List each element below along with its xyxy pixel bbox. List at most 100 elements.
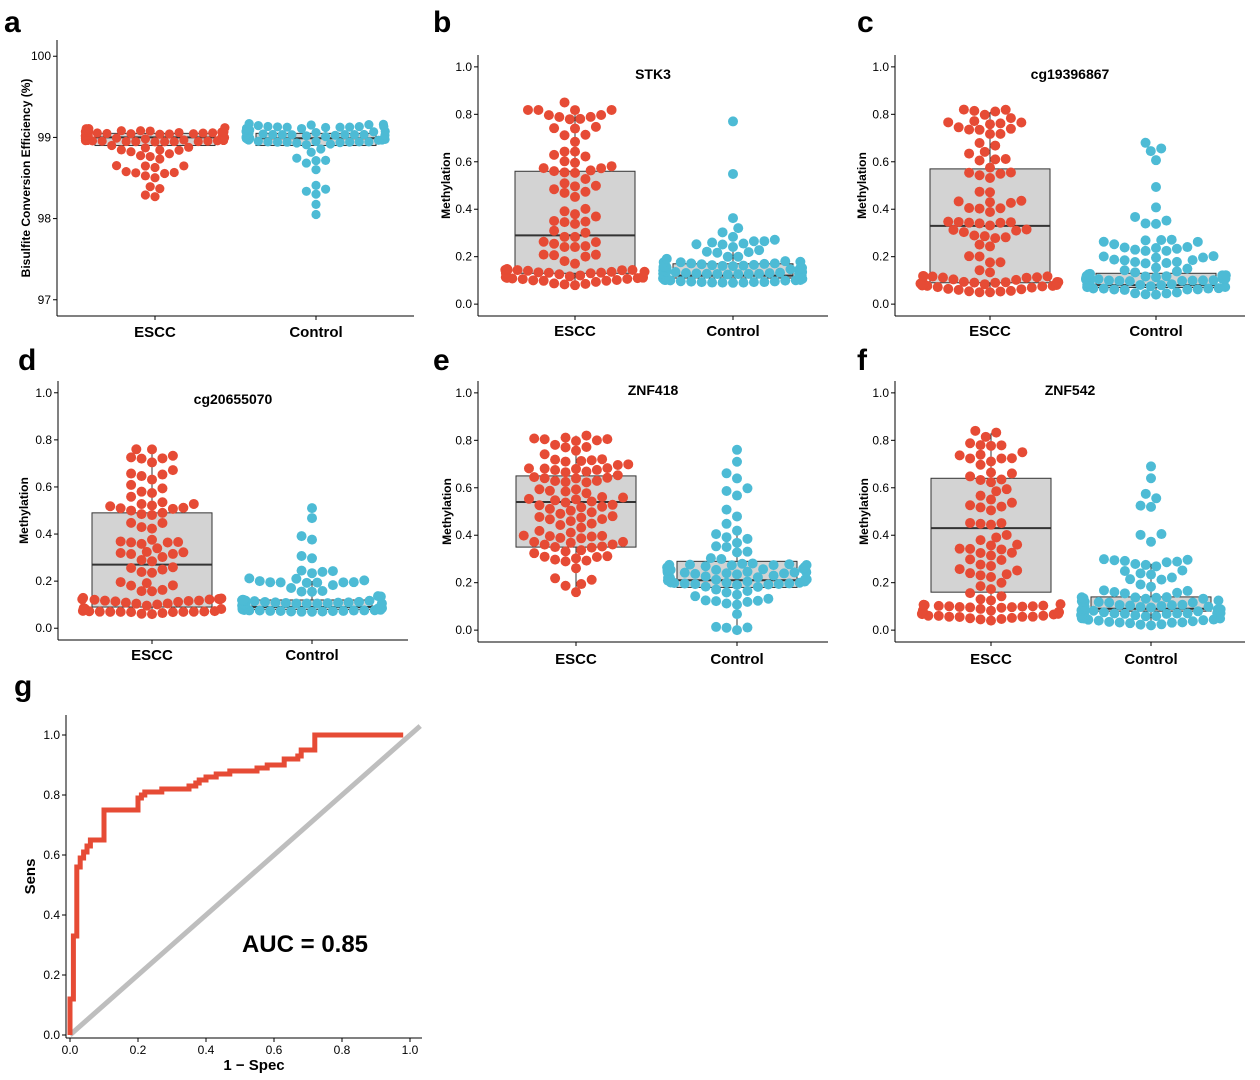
point-control bbox=[712, 247, 723, 258]
point-escc bbox=[1006, 547, 1017, 558]
point-control bbox=[1135, 279, 1146, 290]
point-escc bbox=[1037, 281, 1048, 292]
point-control bbox=[1098, 554, 1109, 565]
point-escc bbox=[167, 465, 178, 476]
point-escc bbox=[136, 586, 147, 597]
panel-label-a: a bbox=[4, 6, 21, 39]
point-control bbox=[1093, 274, 1104, 285]
point-control bbox=[1171, 287, 1182, 298]
point-control bbox=[1151, 262, 1161, 273]
point-escc bbox=[627, 264, 638, 275]
chart-a: 97 98 99 100 Bisulfite Conversion Efficiency… bbox=[19, 40, 414, 341]
point-control bbox=[769, 234, 780, 245]
point-escc bbox=[560, 497, 571, 508]
point-control bbox=[306, 120, 316, 130]
point-control bbox=[291, 598, 302, 609]
point-escc bbox=[996, 613, 1007, 624]
point-control bbox=[1156, 529, 1167, 540]
point-escc bbox=[559, 242, 570, 253]
point-escc bbox=[986, 519, 996, 530]
point-control bbox=[722, 251, 733, 262]
point-escc bbox=[121, 166, 131, 177]
point-escc bbox=[995, 203, 1006, 214]
point-escc bbox=[943, 283, 954, 294]
point-escc bbox=[560, 432, 571, 443]
point-escc bbox=[954, 450, 965, 461]
y-tick-label: 0.2 bbox=[455, 250, 472, 264]
point-escc bbox=[979, 231, 990, 242]
point-escc bbox=[559, 97, 570, 108]
point-control bbox=[354, 137, 364, 147]
point-escc bbox=[995, 257, 1006, 268]
point-control bbox=[752, 572, 763, 583]
point-control bbox=[732, 625, 742, 636]
point-escc bbox=[596, 109, 607, 120]
point-escc bbox=[576, 502, 587, 513]
point-escc bbox=[89, 594, 100, 605]
point-escc bbox=[986, 540, 996, 551]
point-control bbox=[721, 541, 732, 552]
point-escc bbox=[559, 231, 570, 242]
point-escc bbox=[147, 500, 157, 511]
point-escc bbox=[1026, 282, 1037, 293]
point-control bbox=[1119, 265, 1130, 276]
point-escc bbox=[918, 270, 929, 281]
point-control bbox=[738, 260, 749, 271]
point-escc bbox=[618, 492, 629, 503]
point-control bbox=[728, 241, 738, 252]
point-escc bbox=[571, 587, 581, 598]
point-escc bbox=[145, 182, 155, 192]
y-tick-label: 0.0 bbox=[872, 297, 889, 311]
point-control bbox=[1104, 597, 1115, 608]
point-escc bbox=[555, 519, 566, 530]
point-escc bbox=[975, 440, 986, 451]
point-escc bbox=[570, 218, 580, 229]
point-escc bbox=[570, 157, 580, 168]
point-escc bbox=[160, 168, 170, 179]
point-control bbox=[1151, 272, 1161, 283]
y-tick-label: 0.2 bbox=[872, 576, 889, 590]
point-control bbox=[270, 597, 281, 608]
y-tick-label: 0.2 bbox=[455, 576, 472, 590]
point-control bbox=[690, 568, 701, 579]
point-control bbox=[378, 119, 389, 129]
point-control bbox=[1161, 245, 1172, 256]
point-escc bbox=[607, 539, 618, 550]
point-escc bbox=[958, 276, 969, 287]
point-escc bbox=[523, 463, 534, 474]
point-escc bbox=[1017, 447, 1028, 458]
point-escc bbox=[937, 272, 948, 283]
chart-title: ZNF542 bbox=[1045, 382, 1096, 398]
y-tick-label: 0.8 bbox=[35, 433, 52, 447]
point-control bbox=[763, 593, 774, 604]
reference-diagonal bbox=[68, 724, 422, 1037]
point-escc bbox=[136, 538, 147, 549]
point-escc bbox=[986, 595, 996, 606]
point-escc bbox=[974, 203, 985, 214]
point-escc bbox=[115, 536, 126, 547]
point-control bbox=[733, 251, 744, 262]
point-escc bbox=[964, 203, 975, 214]
point-escc bbox=[570, 209, 580, 220]
point-escc bbox=[78, 603, 89, 614]
point-escc bbox=[965, 500, 976, 511]
point-escc bbox=[571, 436, 581, 447]
y-axis-label: Methylation bbox=[857, 478, 871, 545]
point-escc bbox=[155, 184, 165, 194]
point-escc bbox=[974, 170, 985, 181]
point-control bbox=[711, 574, 722, 585]
point-control bbox=[1119, 608, 1130, 619]
point-control bbox=[700, 561, 711, 572]
point-control bbox=[742, 596, 753, 607]
point-escc bbox=[1005, 167, 1016, 178]
point-escc bbox=[964, 286, 975, 297]
point-escc bbox=[136, 555, 147, 566]
point-escc bbox=[965, 613, 976, 624]
point-escc bbox=[571, 494, 581, 505]
point-control bbox=[1109, 587, 1120, 598]
point-escc bbox=[560, 467, 571, 478]
point-escc bbox=[1001, 529, 1012, 540]
point-control bbox=[1135, 601, 1146, 612]
point-control bbox=[1119, 242, 1130, 253]
